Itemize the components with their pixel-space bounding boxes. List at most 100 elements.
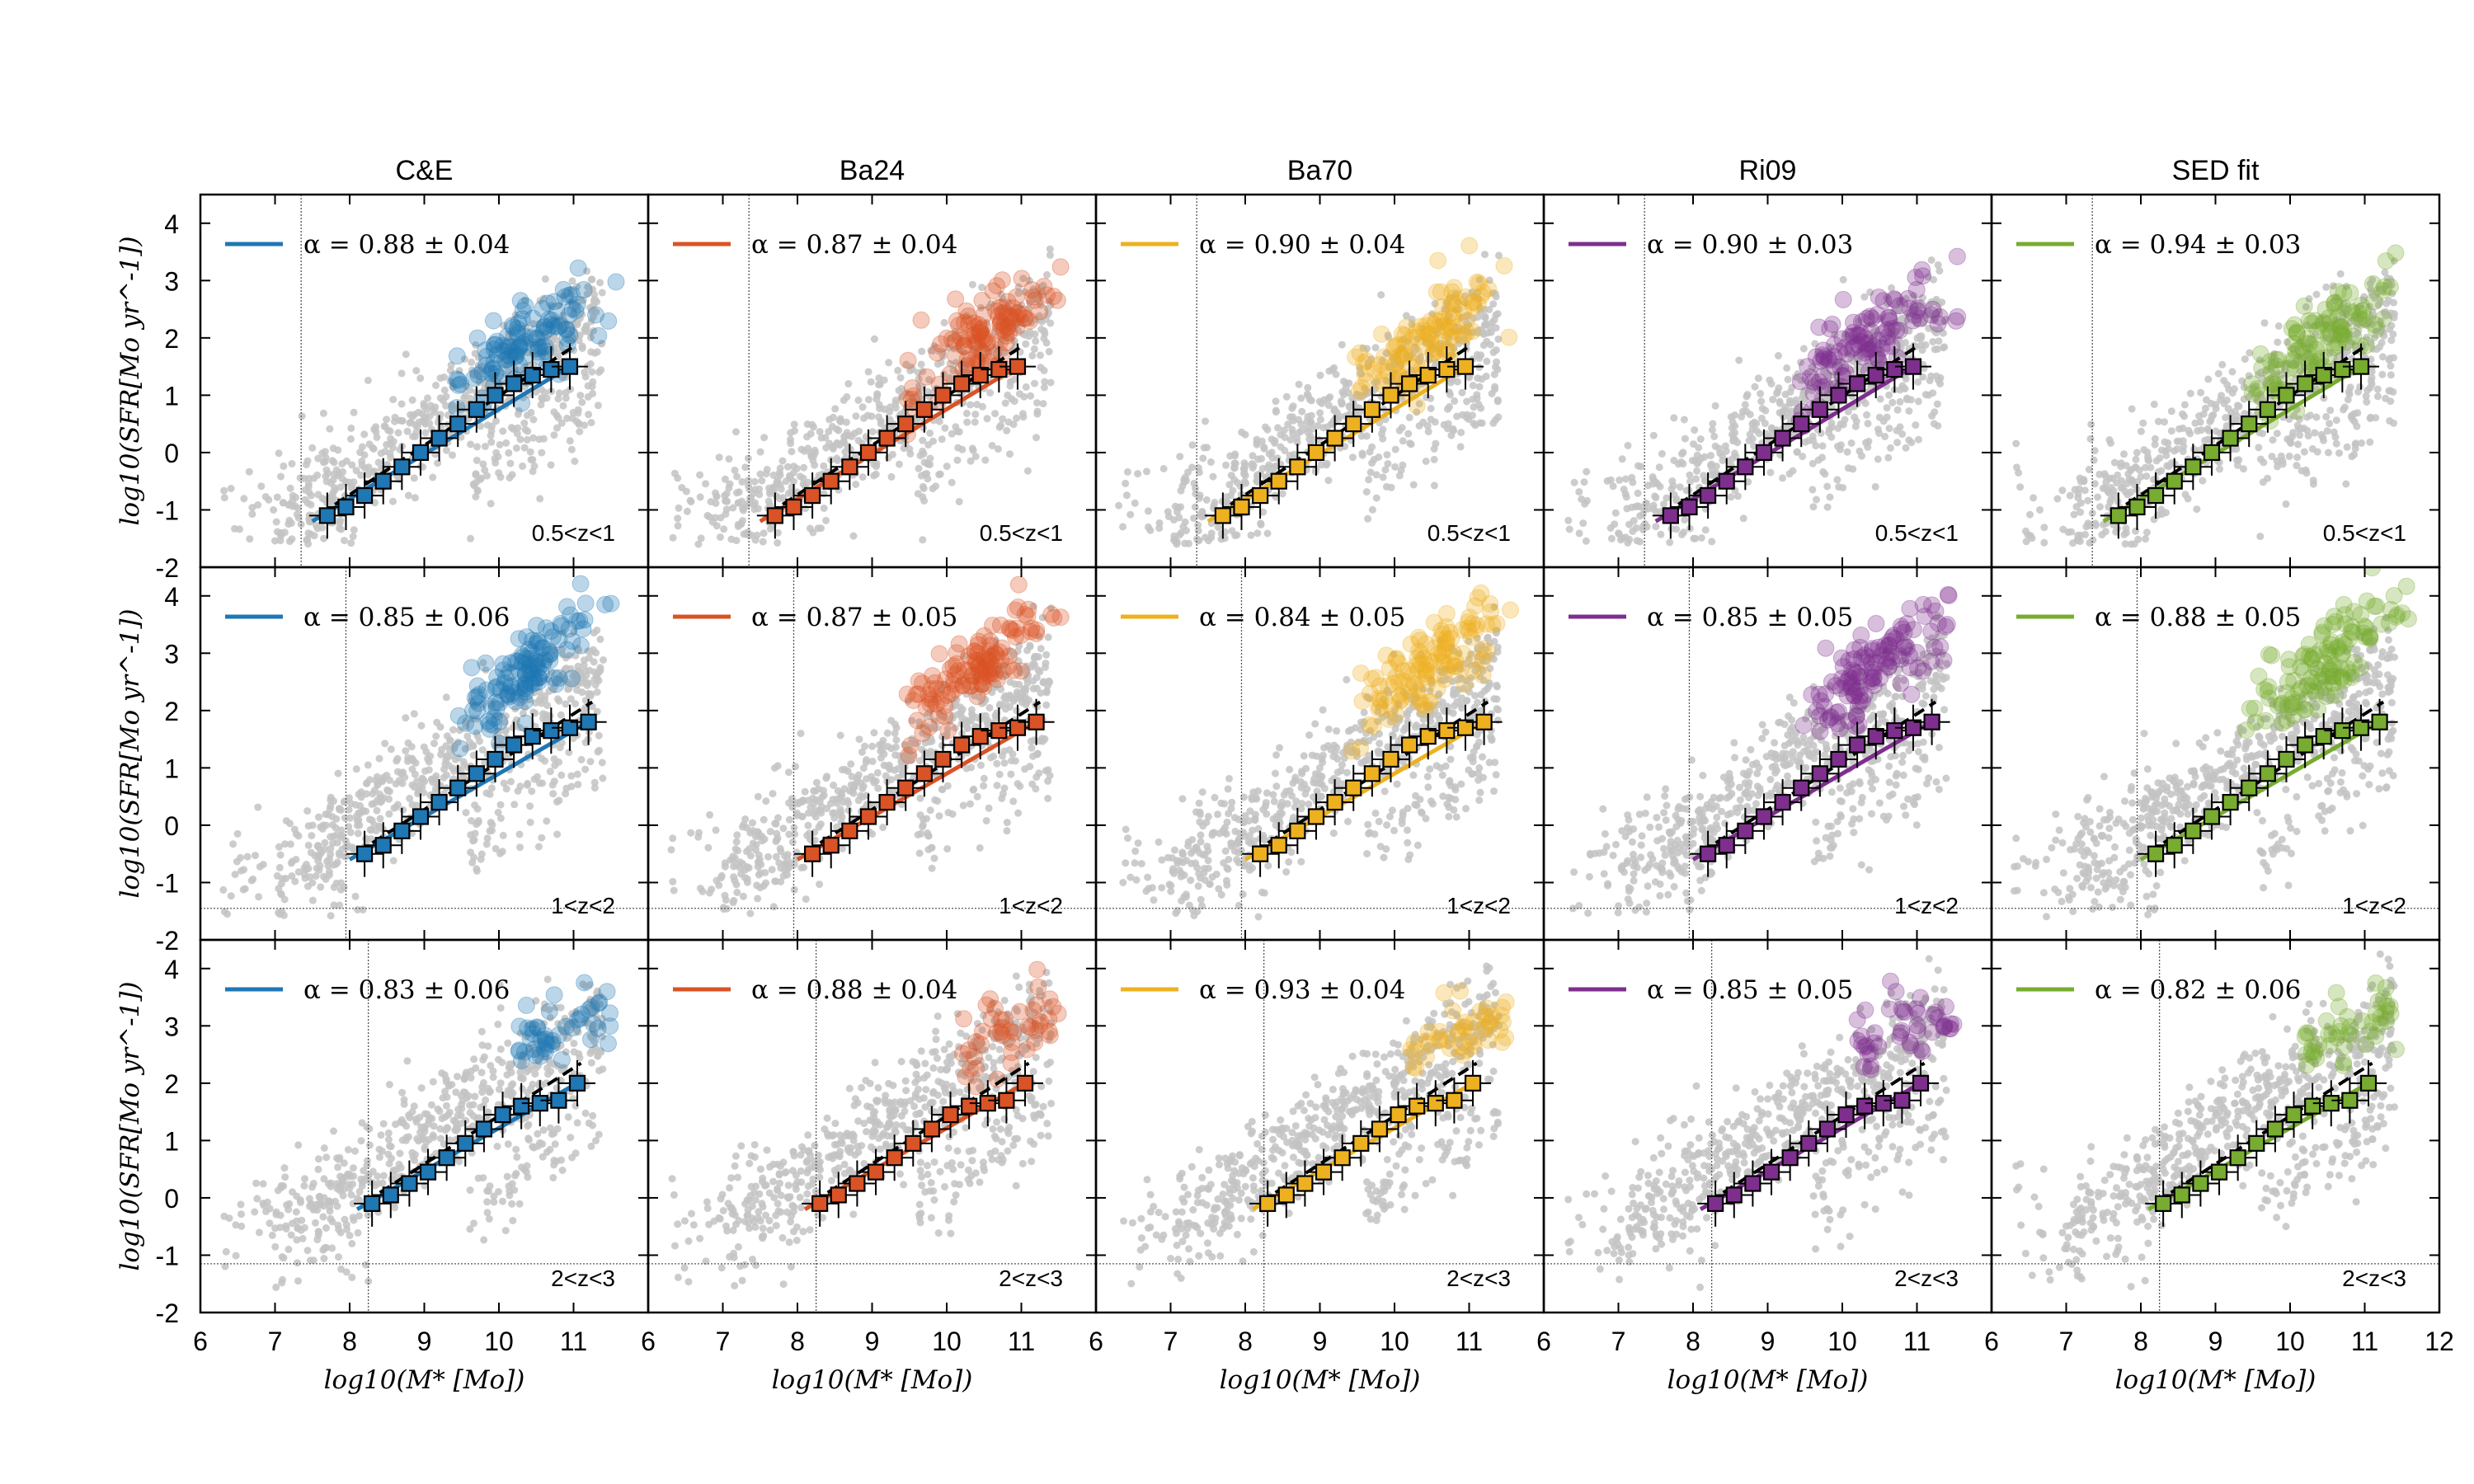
detected-source-point [1427, 283, 1446, 301]
background-galaxy-point [2179, 448, 2187, 455]
background-galaxy-point [2053, 495, 2062, 503]
background-galaxy-point [1191, 503, 1199, 511]
background-galaxy-point [416, 374, 425, 383]
background-galaxy-point [387, 434, 395, 443]
detected-source-point [2387, 244, 2405, 262]
background-galaxy-point [2036, 506, 2044, 514]
background-galaxy-point [440, 765, 448, 773]
background-galaxy-point [722, 490, 731, 498]
background-galaxy-point [2342, 480, 2350, 488]
background-galaxy-point [1035, 312, 1043, 320]
background-galaxy-point [2345, 319, 2353, 327]
detected-source-point [2356, 309, 2374, 327]
background-galaxy-point [2240, 465, 2247, 473]
detected-source-point [2316, 300, 2335, 318]
background-galaxy-point [2175, 425, 2183, 433]
background-galaxy-point [2109, 474, 2117, 482]
background-galaxy-point [2235, 402, 2243, 411]
background-galaxy-point [523, 435, 531, 444]
background-galaxy-point [1298, 407, 1306, 416]
background-galaxy-point [504, 350, 512, 358]
background-galaxy-point [1464, 320, 1472, 328]
background-galaxy-point [450, 744, 459, 753]
detected-source-point [1883, 337, 1901, 355]
background-galaxy-point [2127, 488, 2135, 496]
background-galaxy-point [941, 424, 949, 432]
background-galaxy-point [329, 861, 337, 869]
background-galaxy-point [1609, 482, 1617, 491]
background-galaxy-point [2066, 491, 2074, 500]
detected-source-point [549, 317, 567, 336]
background-galaxy-point [593, 627, 601, 634]
background-galaxy-point [1844, 407, 1852, 416]
background-galaxy-point [2142, 528, 2151, 537]
background-galaxy-point [935, 471, 943, 479]
background-galaxy-point [919, 436, 927, 444]
background-galaxy-point [370, 425, 379, 434]
background-galaxy-point [1278, 490, 1286, 498]
detected-source-point [547, 675, 565, 693]
background-galaxy-point [769, 471, 778, 479]
background-galaxy-point [1920, 319, 1928, 326]
background-galaxy-point [1326, 393, 1334, 402]
background-galaxy-point [514, 722, 521, 730]
background-galaxy-point [1357, 432, 1366, 440]
background-galaxy-point [1652, 494, 1660, 502]
background-galaxy-point [229, 840, 238, 848]
detected-source-point [2288, 324, 2306, 342]
background-galaxy-point [1404, 355, 1412, 363]
background-galaxy-point [764, 497, 773, 505]
detected-source-point [1858, 309, 1876, 327]
background-galaxy-point [557, 711, 565, 719]
background-galaxy-point [1864, 443, 1872, 451]
background-galaxy-point [1898, 382, 1907, 390]
background-galaxy-point [1799, 453, 1807, 461]
background-galaxy-point [2376, 343, 2383, 351]
background-galaxy-point [342, 478, 350, 486]
background-galaxy-point [530, 462, 539, 470]
background-galaxy-point [499, 427, 507, 435]
background-galaxy-point [1606, 524, 1615, 532]
detected-source-point [2307, 340, 2326, 359]
detected-source-point [1861, 308, 1879, 326]
background-galaxy-point [1134, 470, 1142, 478]
detected-source-point [1879, 328, 1897, 346]
background-galaxy-point [352, 812, 360, 820]
detected-source-point [501, 338, 520, 356]
background-galaxy-point [1719, 457, 1727, 464]
background-galaxy-point [1870, 336, 1878, 345]
background-galaxy-point [1265, 450, 1273, 458]
background-galaxy-point [2368, 308, 2377, 316]
background-galaxy-point [517, 689, 525, 697]
background-galaxy-point [2040, 538, 2048, 547]
detected-source-point [548, 303, 566, 320]
background-galaxy-point [971, 418, 979, 426]
detected-source-point [1008, 318, 1026, 336]
detected-source-point [2253, 359, 2271, 377]
background-galaxy-point [278, 908, 286, 915]
background-galaxy-point [336, 516, 345, 524]
background-galaxy-point [1272, 397, 1280, 406]
background-galaxy-point [381, 423, 389, 430]
detected-source-point [529, 669, 548, 687]
background-galaxy-point [1206, 458, 1215, 466]
background-galaxy-point [1274, 424, 1282, 432]
detected-source-point [1427, 312, 1445, 330]
background-galaxy-point [1249, 452, 1257, 460]
background-galaxy-point [758, 477, 766, 485]
detected-source-point [1458, 323, 1476, 341]
background-galaxy-point [1233, 531, 1241, 539]
background-galaxy-point [569, 310, 577, 317]
background-galaxy-point [537, 401, 545, 409]
detected-source-point [975, 345, 992, 363]
detected-source-point [2302, 314, 2321, 332]
detected-source-point [2283, 320, 2301, 338]
background-galaxy-point [1444, 339, 1452, 347]
background-galaxy-point [2203, 396, 2210, 404]
background-galaxy-point [487, 784, 496, 792]
background-galaxy-point [550, 777, 558, 786]
background-galaxy-point [417, 721, 426, 730]
background-galaxy-point [1272, 406, 1280, 415]
detected-source-point [1863, 309, 1881, 327]
detected-source-point [1396, 326, 1414, 345]
